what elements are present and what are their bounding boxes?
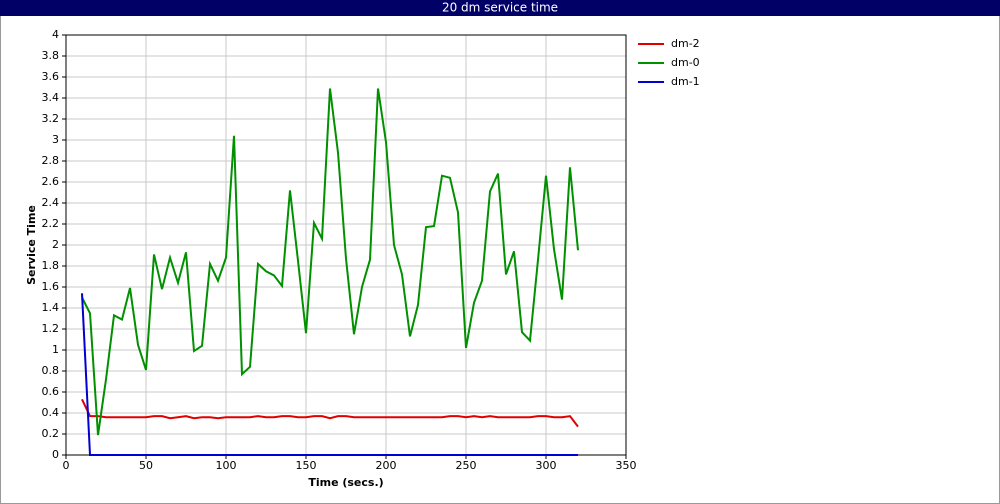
chart-title: 20 dm service time [442, 1, 558, 15]
x-tick-label: 0 [63, 459, 70, 472]
y-tick-label: 0.8 [42, 364, 60, 377]
x-tick-label: 250 [456, 459, 477, 472]
y-tick-label: 1 [52, 343, 59, 356]
x-tick-label: 100 [216, 459, 237, 472]
x-tick-label: 300 [536, 459, 557, 472]
series-line [81, 88, 579, 436]
y-tick-label: 4 [52, 28, 59, 41]
y-tick-label: 2.2 [42, 217, 60, 230]
y-tick-label: 2.4 [42, 196, 60, 209]
y-tick-label: 2.6 [42, 175, 60, 188]
legend-label: dm-0 [671, 56, 700, 69]
y-tick-label: 1.2 [42, 322, 60, 335]
series-line [81, 293, 578, 456]
x-axis-label: Time (secs.) [308, 476, 383, 489]
y-tick-label: 0.2 [42, 427, 60, 440]
y-tick-label: 3.4 [42, 91, 60, 104]
y-tick-label: 0 [52, 448, 59, 461]
legend-label: dm-2 [671, 37, 700, 50]
legend-label: dm-1 [671, 75, 700, 88]
x-tick-label: 50 [139, 459, 153, 472]
x-tick-label: 200 [376, 459, 397, 472]
title-bar [0, 0, 1000, 16]
y-tick-label: 1.4 [42, 301, 60, 314]
y-tick-label: 0.6 [42, 385, 60, 398]
x-tick-label: 350 [616, 459, 637, 472]
y-axis-label: Service Time [25, 205, 38, 285]
y-tick-label: 2.8 [42, 154, 60, 167]
y-tick-label: 3.8 [42, 49, 60, 62]
y-tick-label: 0.4 [42, 406, 60, 419]
y-tick-label: 1.6 [42, 280, 60, 293]
x-tick-label: 150 [296, 459, 317, 472]
y-tick-label: 1.8 [42, 259, 60, 272]
y-tick-label: 3 [52, 133, 59, 146]
y-tick-label: 2 [52, 238, 59, 251]
series-line [81, 398, 579, 428]
y-tick-label: 3.6 [42, 70, 60, 83]
y-tick-label: 3.2 [42, 112, 60, 125]
